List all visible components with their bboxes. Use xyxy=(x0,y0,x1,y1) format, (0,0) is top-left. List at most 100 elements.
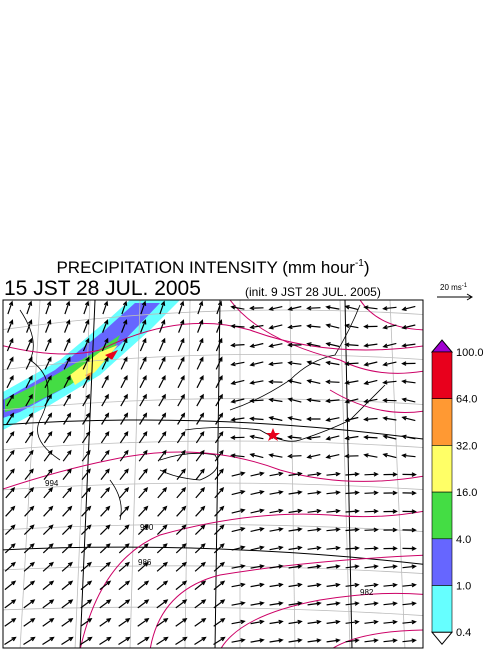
wind-arrow xyxy=(268,416,283,422)
wind-arrow xyxy=(364,601,379,606)
wind-arrow xyxy=(214,430,224,444)
wind-arrow xyxy=(382,380,397,385)
wind-arrow xyxy=(157,449,167,462)
wind-arrow xyxy=(4,618,17,627)
wind-arrow xyxy=(215,337,223,352)
wind-arrow xyxy=(345,472,360,477)
wind-arrow xyxy=(344,453,359,459)
wind-arrow xyxy=(102,300,109,315)
wind-arrow xyxy=(175,561,187,572)
wind-arrow xyxy=(231,508,246,514)
wind-arrow xyxy=(176,449,186,462)
wind-arrow xyxy=(137,636,150,646)
wind-arrow xyxy=(213,524,225,536)
wind-arrow xyxy=(383,490,398,496)
wind-arrow xyxy=(231,545,246,551)
wind-arrow xyxy=(24,468,34,480)
wind-arrow xyxy=(269,527,284,532)
wind-arrow xyxy=(80,524,92,536)
wind-arrow xyxy=(364,472,379,477)
wind-arrow xyxy=(44,337,52,352)
wind-arrow xyxy=(156,580,169,591)
wind-arrow xyxy=(6,412,15,425)
wind-arrow xyxy=(99,543,111,554)
wind-arrow xyxy=(137,561,149,572)
wind-arrow xyxy=(326,638,341,643)
wind-arrow xyxy=(382,324,397,330)
wind-arrow xyxy=(196,356,204,370)
ref-arrow xyxy=(437,293,473,301)
wind-arrow xyxy=(250,619,265,625)
wind-arrow xyxy=(156,543,168,554)
wind-arrow xyxy=(287,305,302,311)
wind-arrow xyxy=(345,527,360,533)
wind-arrow xyxy=(175,636,188,646)
wind-arrow xyxy=(268,324,283,330)
wind-arrow xyxy=(23,561,35,572)
wind-arrow xyxy=(5,430,15,444)
wind-arrow xyxy=(158,393,166,407)
wind-arrow xyxy=(287,342,302,348)
wind-arrow xyxy=(63,356,71,370)
wind-arrow xyxy=(364,546,379,551)
wind-arrow xyxy=(196,393,204,407)
wind-arrow xyxy=(231,490,246,496)
map-area xyxy=(3,300,423,648)
wind-arrow xyxy=(44,356,52,370)
wind-arrow xyxy=(80,543,92,554)
wind-arrow xyxy=(159,300,166,315)
wind-arrow xyxy=(214,487,225,499)
wind-arrow xyxy=(61,580,74,591)
wind-arrow xyxy=(326,545,341,551)
wind-arrow xyxy=(99,561,111,572)
wind-arrow xyxy=(25,412,34,425)
wind-arrow xyxy=(382,361,397,367)
wind-arrow xyxy=(231,527,246,533)
wind-arrow xyxy=(175,543,187,554)
wind-arrow xyxy=(43,449,53,462)
wind-arrow xyxy=(157,430,167,444)
wind-arrow xyxy=(287,416,302,421)
wind-arrow xyxy=(100,468,110,480)
wind-arrow xyxy=(42,599,55,609)
wind-arrow xyxy=(269,471,284,477)
wind-arrow xyxy=(363,435,378,440)
wind-arrow xyxy=(288,638,303,643)
wind-arrow xyxy=(344,342,359,348)
wind-arrow xyxy=(197,319,204,333)
wind-arrow xyxy=(231,471,246,477)
wind-arrow xyxy=(156,561,168,572)
wind-arrow xyxy=(383,509,398,514)
wind-arrow xyxy=(196,337,204,352)
wind-arrow xyxy=(43,487,54,499)
wind-arrow xyxy=(80,599,93,609)
wind-arrow xyxy=(363,305,378,310)
wind-arrow xyxy=(119,449,129,462)
wind-arrow xyxy=(383,564,398,569)
wind-arrow xyxy=(402,619,417,625)
wind-arrow xyxy=(382,342,397,348)
wind-arrow xyxy=(159,319,166,333)
wind-arrow xyxy=(4,524,16,536)
wind-arrow xyxy=(230,305,245,310)
wind-arrow xyxy=(176,487,187,499)
wind-arrow xyxy=(230,324,245,329)
wind-arrow xyxy=(101,337,109,352)
coastline xyxy=(19,304,386,521)
wind-arrow xyxy=(268,453,283,458)
colorbar-bin xyxy=(431,445,453,493)
wind-arrow xyxy=(120,337,128,352)
colorbar-label: 32.0 xyxy=(456,440,477,452)
wind-arrow xyxy=(139,337,147,352)
wind-arrow xyxy=(157,487,168,499)
wind-arrow xyxy=(42,561,54,572)
wind-arrow xyxy=(401,434,416,440)
wind-arrow xyxy=(195,449,205,462)
wind-arrow xyxy=(119,487,130,499)
wind-arrow xyxy=(401,453,416,458)
wind-arrow xyxy=(325,435,340,441)
wind-arrow xyxy=(81,449,91,462)
wind-arrow xyxy=(250,545,265,551)
wind-arrow xyxy=(402,564,417,569)
